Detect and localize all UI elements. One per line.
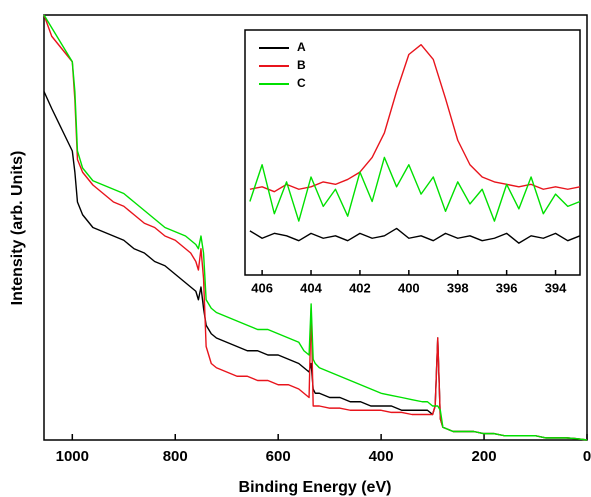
x-tick-label: 0	[583, 448, 591, 465]
x-axis-label: Binding Energy (eV)	[239, 479, 392, 496]
legend-label: A	[297, 40, 306, 54]
x-tick-label: 600	[266, 448, 291, 465]
x-tick-label: 394	[545, 280, 567, 295]
x-tick-label: 800	[163, 448, 188, 465]
main-frame	[43, 14, 588, 441]
y-axis-label: Intensity (arb. Units)	[9, 151, 26, 306]
x-tick-label: 400	[398, 280, 420, 295]
series-line	[249, 227, 581, 244]
x-tick-label: 402	[349, 280, 371, 295]
series-line	[249, 44, 581, 193]
x-tick-label: 398	[447, 280, 469, 295]
series-line	[249, 156, 581, 222]
x-tick-label: 200	[472, 448, 497, 465]
legend-label: B	[297, 58, 306, 72]
inset-frame	[244, 29, 581, 276]
x-tick-label: 396	[496, 280, 518, 295]
x-tick-label: 400	[369, 448, 394, 465]
x-tick-label: 404	[300, 280, 322, 295]
series-line	[43, 14, 588, 441]
legend-label: C	[297, 76, 306, 90]
x-tick-label: 406	[251, 280, 273, 295]
x-tick-label: 1000	[56, 448, 89, 465]
